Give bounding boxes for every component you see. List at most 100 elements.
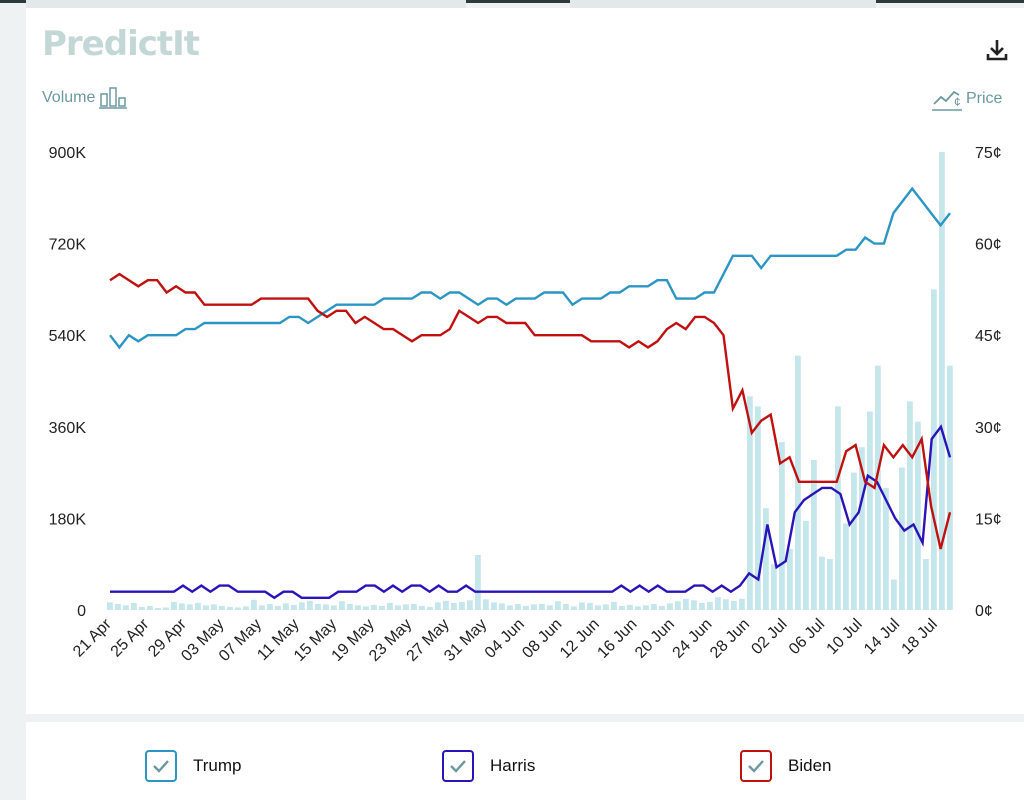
volume-bar [547, 605, 553, 610]
volume-bar [387, 602, 393, 610]
volume-bar [707, 601, 713, 610]
volume-bar [187, 604, 193, 610]
y-left-tick-label: 180K [49, 511, 87, 528]
volume-bar [467, 600, 473, 610]
volume-bar [411, 603, 417, 610]
x-tick-label: 20 Jun [632, 616, 678, 662]
volume-bar [851, 472, 857, 610]
line-chart-icon: ¢ [932, 86, 964, 112]
y-left-tick-label: 360K [49, 420, 87, 437]
volume-bar [315, 603, 321, 610]
legend-label-harris: Harris [490, 756, 536, 775]
volume-bar [131, 602, 137, 610]
y-right-tick-label: 75¢ [975, 145, 1002, 162]
volume-bar [755, 406, 761, 610]
volume-bar [923, 559, 929, 610]
checkmark-icon [153, 760, 169, 773]
y-right-tick-label: 30¢ [975, 420, 1002, 437]
volume-bar [603, 604, 609, 610]
volume-bar [251, 599, 257, 610]
volume-bar [915, 421, 921, 610]
volume-bar [339, 601, 345, 610]
volume-bar [435, 602, 441, 610]
volume-bar [731, 600, 737, 610]
price-label: Price [966, 90, 1003, 107]
volume-bar [931, 289, 937, 610]
x-tick-label: 14 Jul [861, 616, 903, 658]
volume-bar [563, 603, 569, 610]
volume-bar [675, 601, 681, 610]
volume-bar [907, 401, 913, 610]
legend-harris[interactable]: Harris [442, 750, 535, 782]
volume-bar [491, 602, 497, 610]
price-volume-chart: 0 180K 360K 540K 720K 900K 0¢ 15¢ 30¢ 45¢ 60¢ 75¢ 21… [49, 145, 1002, 665]
volume-bar [419, 605, 425, 610]
volume-bar [395, 605, 401, 610]
checkmark-icon [450, 760, 466, 773]
volume-bar [107, 602, 113, 610]
x-tick-label: 10 Jul [824, 616, 866, 658]
volume-bar [371, 604, 377, 610]
volume-bar [211, 604, 217, 610]
volume-bar [635, 606, 641, 610]
trump-checkbox[interactable] [145, 750, 177, 782]
volume-bar [779, 442, 785, 610]
volume-bar [803, 520, 809, 610]
biden-checkbox[interactable] [740, 750, 772, 782]
volume-bar [363, 606, 369, 610]
volume-bar [123, 605, 129, 610]
volume-bar [691, 600, 697, 610]
volume-bar [163, 607, 169, 610]
volume-bar [227, 606, 233, 610]
volume-bar [739, 598, 745, 610]
x-tick-label: 21 Apr [70, 615, 115, 660]
tab-strip-right [570, 0, 876, 8]
volume-bar [683, 598, 689, 610]
y-left-tick-label: 0 [77, 603, 86, 620]
volume-bar [139, 606, 145, 610]
volume-bar [483, 599, 489, 610]
predictit-logo: PredictIt [42, 24, 200, 64]
volume-bar [595, 605, 601, 610]
volume-bar [299, 602, 305, 610]
volume-toggle[interactable]: Volume [42, 86, 128, 110]
volume-bar [531, 604, 537, 610]
volume-bar [891, 579, 897, 610]
volume-bar [659, 605, 665, 610]
y-left-tick-label: 720K [49, 237, 87, 254]
volume-bar [507, 605, 513, 610]
volume-bar [819, 556, 825, 610]
volume-bar [443, 600, 449, 610]
download-icon[interactable] [984, 36, 1010, 64]
legend-trump[interactable]: Trump [145, 750, 242, 782]
legend-label-trump: Trump [193, 756, 242, 775]
volume-bar [875, 365, 881, 610]
volume-bar [827, 559, 833, 610]
volume-bar [763, 508, 769, 610]
volume-bar [291, 604, 297, 610]
legend-biden[interactable]: Biden [740, 750, 831, 782]
y-right-tick-label: 45¢ [975, 328, 1002, 345]
volume-bar [155, 608, 161, 610]
volume-bar [747, 396, 753, 610]
volume-bar [611, 601, 617, 610]
tab-strip-left [26, 0, 466, 8]
volume-bar [859, 447, 865, 610]
volume-bar [883, 487, 889, 610]
harris-checkbox[interactable] [442, 750, 474, 782]
top-bar [0, 0, 1024, 3]
price-toggle[interactable]: ¢ Price [932, 86, 1002, 112]
volume-bar [347, 603, 353, 610]
volume-bar [795, 355, 801, 610]
series-line-trump [109, 186, 951, 350]
volume-bar [235, 607, 241, 610]
volume-bar [539, 603, 545, 610]
volume-bar [835, 406, 841, 610]
volume-bar [627, 604, 633, 610]
x-tick-label: 12 Jun [557, 616, 603, 662]
volume-bar [579, 602, 585, 610]
chart-card [26, 8, 1024, 714]
volume-bar [171, 601, 177, 610]
x-tick-label: 24 Jun [670, 616, 716, 662]
volume-bar [203, 605, 209, 610]
